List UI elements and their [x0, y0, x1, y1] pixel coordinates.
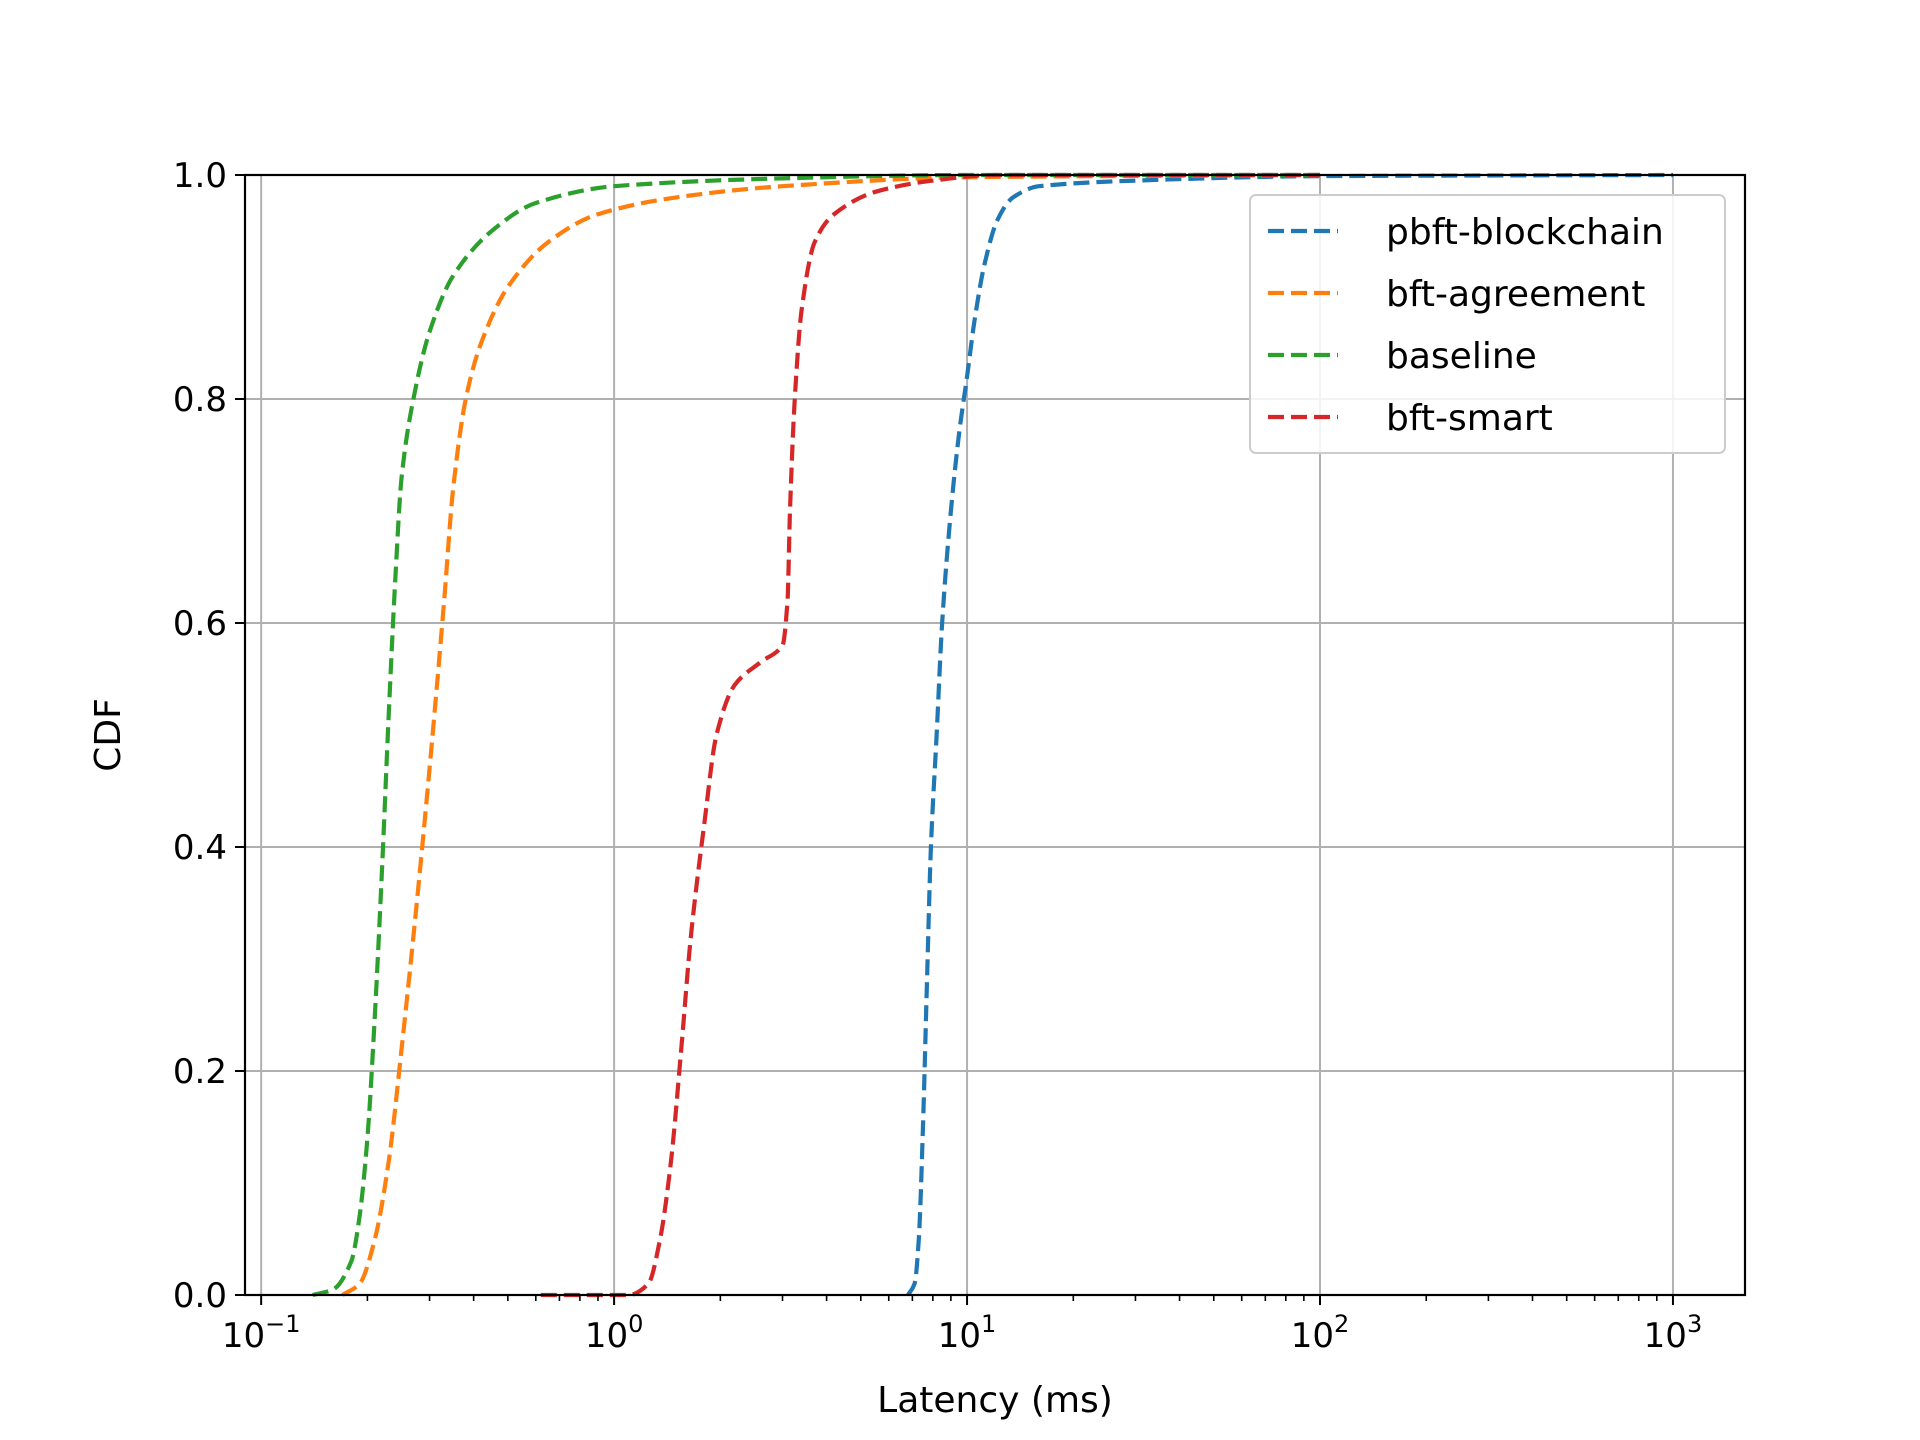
- y-axis-label: CDF: [88, 698, 129, 772]
- x-axis-label: Latency (ms): [877, 1380, 1113, 1421]
- series-line-bft-smart: [540, 172, 1320, 1298]
- x-tick-label: 101: [938, 1310, 997, 1356]
- x-tick-label: 102: [1291, 1310, 1350, 1356]
- legend: pbft-blockchain bft-agreement baseline bft-…: [1249, 194, 1726, 454]
- y-tick-label: 0.0: [173, 1276, 227, 1316]
- legend-label-pbft-blockchain: pbft-blockchain: [1386, 212, 1664, 253]
- plot-area-frame: [243, 173, 1747, 1297]
- x-tick-label: 103: [1644, 1310, 1703, 1356]
- series-line-bft-agreement: [341, 172, 1321, 1297]
- legend-box: [1249, 194, 1726, 454]
- legend-label-bft-smart: bft-smart: [1386, 398, 1553, 439]
- y-tick-label: 0.8: [173, 380, 227, 420]
- legend-label-bft-agreement: bft-agreement: [1386, 274, 1645, 315]
- series-lines: [312, 172, 1673, 1298]
- x-tick-label: 100: [585, 1310, 644, 1356]
- y-tick-label: 0.2: [173, 1052, 227, 1092]
- x-tick-label: 10−1: [222, 1310, 301, 1356]
- series-line-baseline: [312, 172, 1320, 1298]
- ticks: 10−1 100 101 102 103 0.0 0.2 0.4 0.6 0.8 1.0: [173, 156, 1702, 1356]
- legend-label-baseline: baseline: [1386, 336, 1537, 377]
- y-tick-label: 1.0: [173, 156, 227, 196]
- y-tick-label: 0.6: [173, 604, 227, 644]
- series-line-pbft-blockchain: [906, 172, 1673, 1297]
- y-tick-label: 0.4: [173, 828, 227, 868]
